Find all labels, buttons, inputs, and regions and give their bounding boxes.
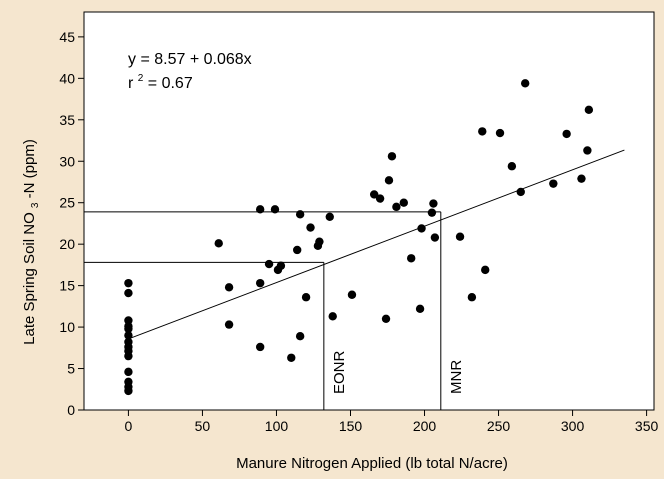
data-point	[520, 79, 530, 88]
data-point	[549, 179, 558, 188]
data-point	[287, 353, 296, 362]
labels: y = 8.57 + 0.068x r 2 = 0.67 Manure Nitr…	[21, 51, 508, 472]
data-point	[264, 259, 274, 269]
y-tick-label: 40	[59, 70, 75, 86]
data-point	[467, 293, 477, 302]
data-point	[406, 254, 416, 263]
data-point	[381, 314, 391, 323]
data-point	[430, 233, 440, 242]
y-axis-title-suffix: -N (ppm)	[21, 139, 38, 198]
y-tick-label: 45	[59, 29, 75, 45]
data-point	[507, 162, 517, 171]
data-point	[584, 105, 594, 115]
data-points	[124, 79, 594, 396]
y-tick-label: 30	[59, 153, 75, 169]
x-tick-label: 50	[195, 418, 211, 434]
y-axis-title-subscript: 3	[30, 202, 41, 208]
data-point	[301, 293, 311, 302]
y-tick-label: 10	[59, 319, 75, 335]
data-point	[481, 265, 490, 275]
data-point	[124, 331, 133, 340]
axes	[83, 11, 655, 411]
data-point	[427, 208, 437, 217]
data-point	[392, 202, 401, 212]
r-squared-value: = 0.67	[148, 75, 193, 92]
y-axis-title-main: Late Spring Soil NO	[21, 212, 38, 345]
data-point	[124, 386, 133, 396]
data-point	[516, 187, 525, 197]
data-point	[384, 176, 394, 185]
fit-line-layer	[128, 149, 625, 340]
data-point	[417, 224, 426, 233]
data-point	[583, 146, 592, 155]
y-axis-title: Late Spring Soil NO 3 -N (ppm)	[21, 139, 42, 345]
x-tick-label: 350	[635, 418, 659, 434]
x-tick-label: 0	[125, 418, 133, 434]
ticks: 0 50 100 150 200 250 300 350 0 5 10 15 20 25 30 35 40 45	[59, 29, 658, 434]
data-point	[399, 198, 408, 207]
data-point	[347, 290, 357, 299]
data-point	[124, 278, 133, 288]
data-point	[255, 205, 265, 214]
r-squared-label: r 2 = 0.67	[128, 68, 193, 92]
data-point	[295, 332, 305, 341]
data-point	[270, 205, 280, 214]
data-point	[124, 367, 133, 377]
y-tick-label: 20	[59, 236, 75, 252]
x-tick-label: 250	[487, 418, 511, 434]
x-tick-label: 100	[265, 418, 289, 434]
data-point	[577, 174, 586, 183]
y-tick-label: 0	[67, 402, 75, 418]
regression-equation: y = 8.57 + 0.068x	[128, 51, 252, 68]
data-point	[387, 152, 397, 161]
data-point	[255, 278, 265, 288]
data-point	[562, 129, 571, 139]
y-tick-label: 5	[67, 361, 75, 377]
data-point	[295, 210, 305, 219]
data-point	[214, 239, 223, 248]
data-point	[415, 304, 425, 314]
data-point	[255, 342, 265, 352]
x-tick-label: 200	[413, 418, 437, 434]
data-point	[478, 127, 487, 136]
y-tick-label: 25	[59, 195, 75, 211]
regression-line	[128, 149, 625, 340]
r-squared-prefix: r	[128, 75, 134, 92]
data-point	[306, 223, 315, 232]
data-point	[369, 190, 379, 199]
data-point	[495, 128, 505, 138]
data-point	[224, 283, 234, 292]
data-point	[224, 320, 234, 329]
data-point	[315, 237, 324, 246]
y-tick-label: 35	[59, 112, 75, 128]
data-point	[455, 232, 465, 241]
data-point	[328, 312, 337, 321]
x-axis-title: Manure Nitrogen Applied (lb total N/acre…	[236, 455, 508, 472]
data-point	[429, 199, 438, 208]
y-tick-label: 15	[59, 278, 75, 294]
reference-line-label: MNR	[448, 360, 465, 394]
reference-line-label: EONR	[331, 350, 348, 394]
data-point	[325, 212, 334, 222]
data-point	[124, 288, 133, 298]
x-tick-label: 150	[339, 418, 363, 434]
data-point	[276, 261, 286, 270]
data-point	[124, 351, 133, 361]
data-point	[124, 316, 133, 325]
plot-area-frame	[83, 11, 655, 411]
data-point	[124, 324, 133, 333]
x-tick-label: 300	[561, 418, 585, 434]
data-point	[375, 194, 385, 203]
r-squared-exponent: 2	[138, 73, 144, 84]
data-point	[292, 245, 302, 255]
